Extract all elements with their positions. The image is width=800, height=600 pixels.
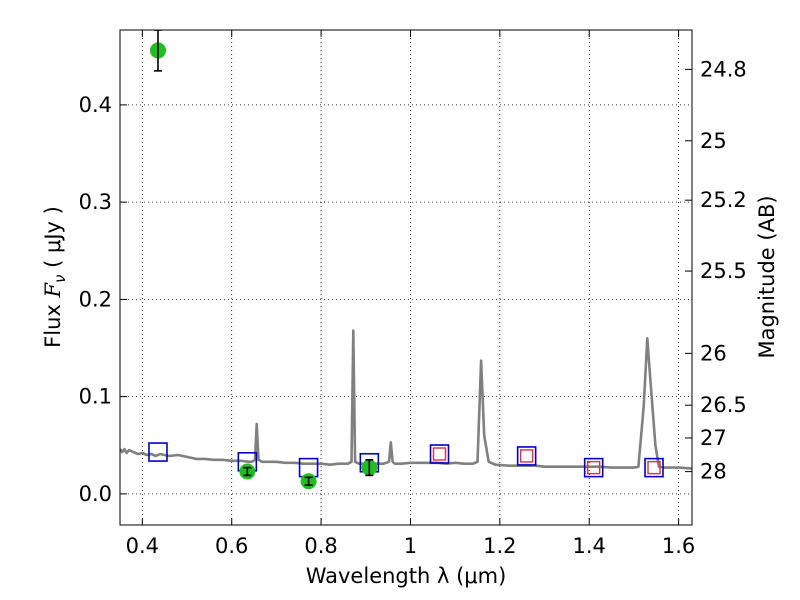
nir-photometry-inner-square [432, 447, 447, 461]
y-tick-label: 0.4 [79, 93, 112, 117]
x-tick-label: 1 [404, 534, 417, 558]
nir-photometry-outer-square [644, 457, 664, 478]
y2-tick-label: 27 [700, 426, 727, 450]
plot-content [120, 30, 692, 490]
y-axis-title-subscript: ν [51, 275, 69, 283]
x-tick-label: 1.2 [483, 534, 516, 558]
x-tick-label: 1.4 [573, 534, 606, 558]
y-axis-title-suffix: ( μJy ) [41, 206, 65, 274]
y2-tick-label: 24.8 [700, 57, 747, 81]
nir-photometry-inner-square [519, 449, 534, 463]
model-photometry-square [148, 442, 168, 462]
nir-photometry-outer-square [583, 457, 604, 478]
nir-photometry-outer-square [429, 444, 450, 464]
nir-photometry-outer-square [516, 446, 537, 466]
x-tick-label: 0.6 [215, 534, 248, 558]
y-axis-title-prefix: Flux [41, 298, 65, 348]
axis-ticks [120, 30, 692, 525]
y-axis-title: Flux Fν ( μJy ) [41, 206, 69, 348]
y2-tick-label: 26 [700, 341, 727, 365]
nir-photometry-inner-square [586, 460, 601, 475]
y2-axis-title: Magnitude (AB) [755, 195, 779, 358]
y-tick-label: 0.1 [79, 385, 112, 409]
y2-tick-label: 25 [700, 129, 727, 153]
tick-labels: 0.4 0.6 0.8 1 1.2 1.4 1.6 0.0 0.1 0.2 0.3 0.4 24.8 25… [79, 57, 747, 558]
plot-background [120, 30, 692, 525]
x-axis-title: Wavelength λ (μm) [306, 564, 507, 588]
y-tick-label: 0.2 [79, 287, 112, 311]
nir-photometry-inner-square [647, 460, 661, 475]
x-tick-label: 1.6 [662, 534, 695, 558]
y-axis-title-symbol: F [41, 282, 65, 299]
x-tick-label: 0.4 [126, 534, 159, 558]
y2-tick-label: 26.5 [700, 393, 747, 417]
y2-tick-label: 25.5 [700, 259, 747, 283]
y2-tick-label: 28 [700, 460, 727, 484]
y2-tick-label: 25.2 [700, 188, 747, 212]
plot-frame [119, 29, 693, 526]
grid-lines [120, 30, 692, 525]
y-tick-label: 0.3 [79, 190, 112, 214]
y-tick-label: 0.0 [79, 482, 112, 506]
x-tick-label: 0.8 [304, 534, 337, 558]
